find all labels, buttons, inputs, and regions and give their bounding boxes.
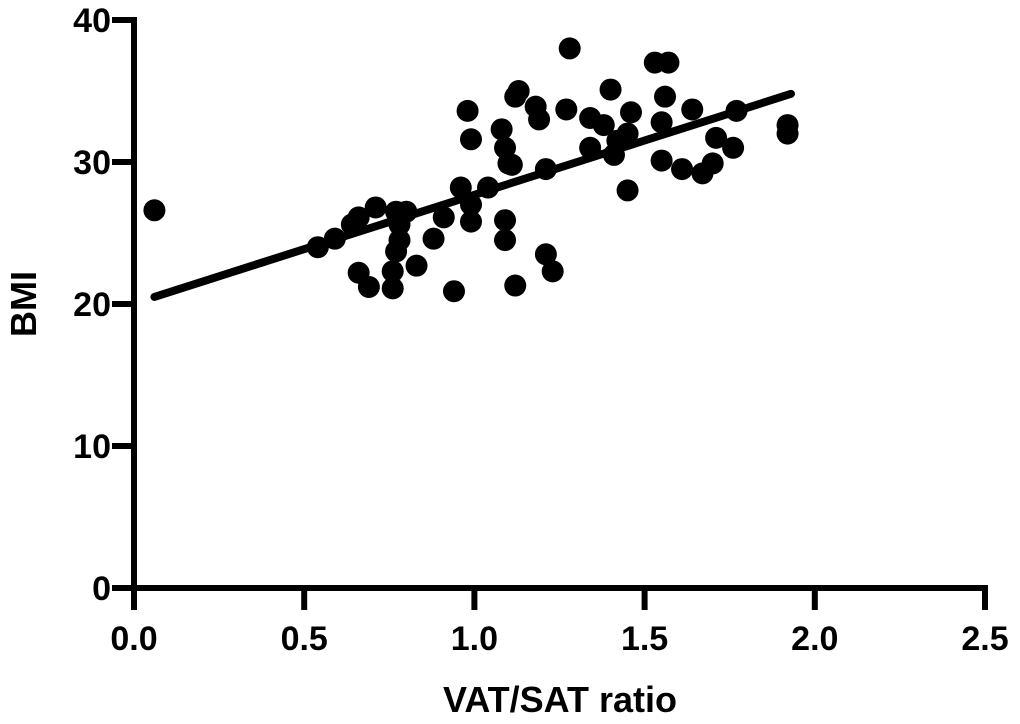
x-tick-label: 1.5 bbox=[621, 620, 668, 658]
data-point bbox=[449, 176, 472, 199]
y-tick-label: 40 bbox=[73, 2, 111, 40]
x-tick-label: 1.0 bbox=[451, 620, 498, 658]
regression-line bbox=[150, 89, 795, 301]
data-point bbox=[422, 227, 445, 250]
data-point bbox=[528, 108, 551, 131]
data-point bbox=[616, 122, 639, 145]
data-point bbox=[541, 260, 564, 283]
data-point bbox=[494, 209, 517, 232]
data-point bbox=[357, 275, 380, 298]
data-point bbox=[599, 78, 622, 101]
data-point bbox=[381, 277, 404, 300]
data-point bbox=[364, 196, 387, 219]
data-point bbox=[616, 179, 639, 202]
data-point bbox=[555, 98, 578, 121]
data-point bbox=[701, 152, 724, 175]
data-point bbox=[671, 158, 694, 181]
x-tick-label: 0.0 bbox=[110, 620, 157, 658]
y-tick-label: 10 bbox=[73, 428, 111, 466]
y-tick-label: 20 bbox=[73, 286, 111, 324]
data-point bbox=[405, 254, 428, 277]
x-tick-label: 2.0 bbox=[791, 620, 838, 658]
data-point bbox=[776, 122, 799, 145]
x-axis-title: VAT/SAT ratio bbox=[443, 679, 677, 720]
data-point bbox=[507, 80, 530, 102]
data-point bbox=[143, 199, 166, 222]
data-point bbox=[490, 118, 513, 141]
data-point bbox=[657, 51, 680, 74]
data-point bbox=[494, 229, 517, 252]
data-point bbox=[619, 101, 642, 124]
data-points bbox=[143, 37, 799, 303]
data-point bbox=[442, 280, 465, 303]
data-point bbox=[650, 149, 673, 172]
data-point bbox=[722, 136, 745, 159]
axes bbox=[112, 17, 988, 610]
data-point bbox=[432, 206, 455, 229]
data-point bbox=[456, 99, 479, 122]
data-point bbox=[347, 206, 370, 229]
data-point bbox=[459, 128, 482, 151]
x-tick-label: 2.5 bbox=[961, 620, 1008, 658]
data-point bbox=[381, 260, 404, 283]
data-point bbox=[592, 114, 615, 137]
data-point bbox=[705, 126, 728, 149]
x-tick-label: 0.5 bbox=[281, 620, 328, 658]
data-point bbox=[558, 37, 581, 60]
ticks: 0 10 20 30 40 0.0 0.5 1.0 1.5 2.0 2.5 bbox=[73, 2, 1008, 658]
data-point bbox=[459, 210, 482, 233]
y-tick-label: 0 bbox=[92, 570, 111, 608]
data-point bbox=[650, 111, 673, 134]
data-point bbox=[500, 153, 523, 176]
y-axis-title: BMI bbox=[3, 271, 44, 337]
data-point bbox=[654, 85, 677, 108]
y-tick-label: 30 bbox=[73, 144, 111, 182]
data-point bbox=[504, 274, 527, 297]
regression-line-group bbox=[150, 89, 795, 301]
data-point bbox=[388, 229, 411, 252]
data-point bbox=[534, 243, 557, 266]
data-point bbox=[681, 98, 704, 121]
